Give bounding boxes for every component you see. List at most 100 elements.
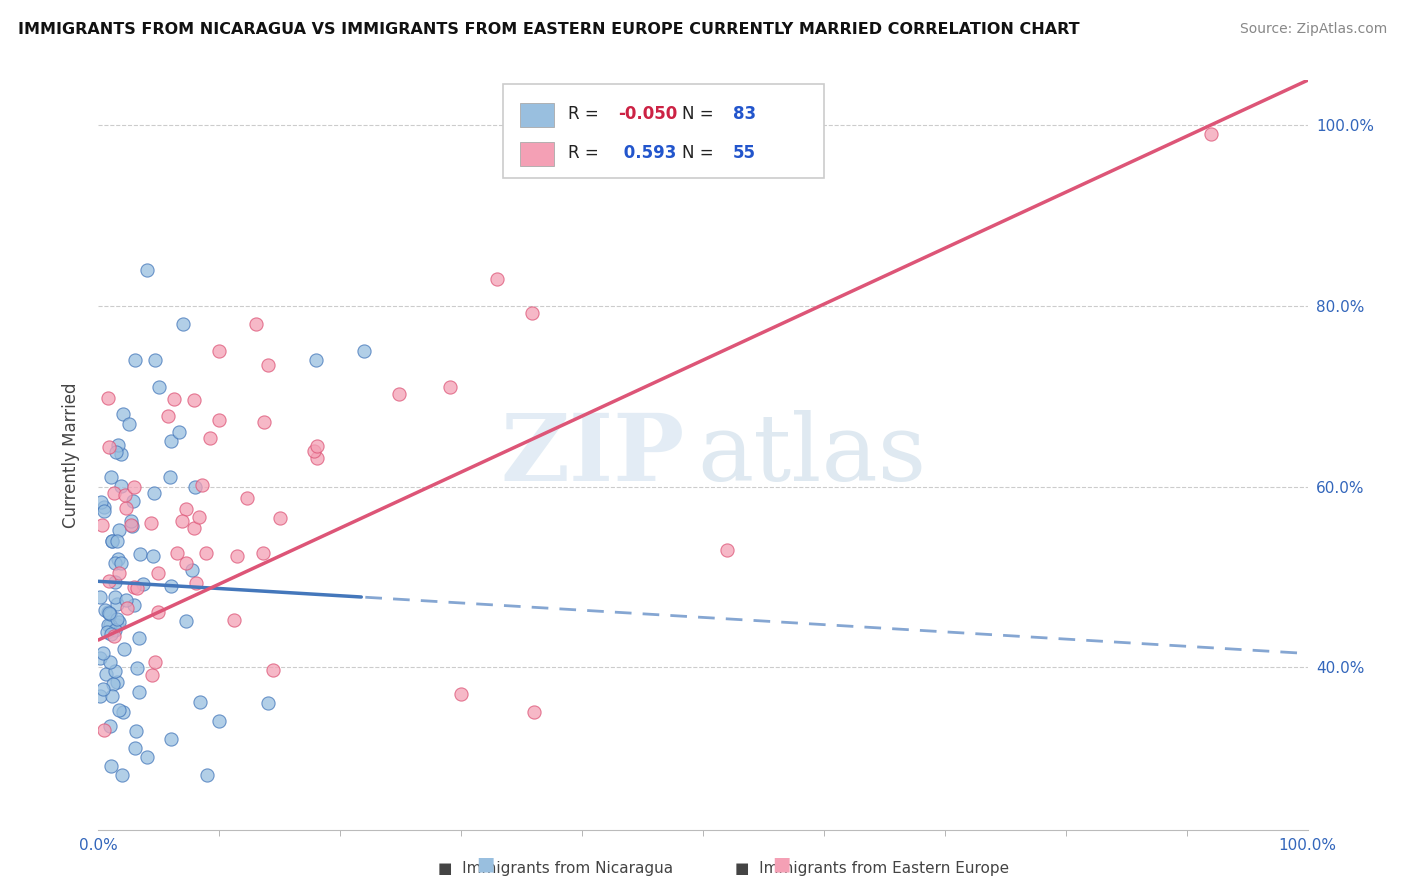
Text: 55: 55 [734,145,756,162]
Point [125,582,148,596]
FancyBboxPatch shape [503,84,824,178]
Point [143,655,166,669]
Point [159,470,181,484]
Point [141,516,163,530]
Point [91,647,114,661]
Text: Source: ZipAtlas.com: Source: ZipAtlas.com [1240,22,1388,37]
Point [236,491,259,506]
Point [89,651,111,665]
Point [716,542,738,557]
Point [98,606,121,620]
Point [191,478,214,492]
Point [103,557,125,571]
Text: ■  Immigrants from Nicaragua: ■ Immigrants from Nicaragua [437,861,673,876]
Text: ZIP: ZIP [501,410,685,500]
Text: IMMIGRANTS FROM NICARAGUA VS IMMIGRANTS FROM EASTERN EUROPE CURRENTLY MARRIED CO: IMMIGRANTS FROM NICARAGUA VS IMMIGRANTS … [18,22,1080,37]
Point [108,615,131,629]
Point [110,447,132,461]
Point [107,552,129,566]
Point [439,380,461,394]
Point [105,612,128,626]
Point [262,663,284,677]
Point [208,413,231,427]
Point [186,575,208,590]
Point [114,488,136,502]
Text: ■: ■ [475,855,495,873]
Point [143,486,166,500]
Point [160,579,183,593]
Point [124,479,146,493]
Point [98,617,121,632]
Text: 0.593: 0.593 [619,145,676,162]
Point [160,434,183,449]
Point [96,666,118,681]
Point [253,415,276,429]
Point [108,523,131,537]
Point [183,392,205,407]
Point [110,479,132,493]
Point [120,514,142,528]
Point [174,556,197,570]
Point [89,590,111,604]
Point [122,494,145,508]
Point [135,263,157,277]
Point [105,534,128,549]
Point [104,574,127,589]
Point [124,353,146,368]
Point [486,272,509,286]
Point [124,598,146,612]
Point [97,605,120,619]
Point [93,723,115,738]
Point [98,719,121,733]
Text: atlas: atlas [697,410,927,500]
Point [353,344,375,359]
Point [100,627,122,641]
Point [101,534,124,549]
Point [103,486,125,500]
Point [135,750,157,764]
Point [252,546,274,560]
Point [112,642,135,657]
Point [100,759,122,773]
Point [141,668,163,682]
Point [91,517,114,532]
Point [105,618,128,632]
Point [1199,128,1222,142]
Point [174,502,197,516]
Point [124,741,146,756]
Point [114,593,136,607]
Point [145,353,167,368]
Point [128,685,150,699]
Point [111,705,134,719]
Text: N =: N = [682,105,720,123]
Point [198,431,221,445]
Point [187,510,209,524]
Point [131,576,153,591]
Point [172,514,194,528]
Point [90,494,112,508]
Point [104,665,127,679]
Point [305,451,328,466]
Point [107,566,129,580]
Point [181,563,204,577]
Point [91,681,114,696]
Point [103,629,125,643]
Point [105,445,128,459]
Point [121,519,143,533]
Point [122,580,145,594]
Point [148,380,170,394]
Point [305,440,328,454]
Point [188,695,211,709]
Point [96,625,118,640]
Point [107,703,129,717]
Point [174,614,197,628]
FancyBboxPatch shape [520,103,554,127]
Point [107,438,129,452]
Text: N =: N = [682,145,720,162]
Point [128,631,150,645]
Point [305,353,328,368]
Point [98,574,121,589]
Point [101,677,124,691]
Point [129,547,152,561]
Text: -0.050: -0.050 [619,105,678,123]
